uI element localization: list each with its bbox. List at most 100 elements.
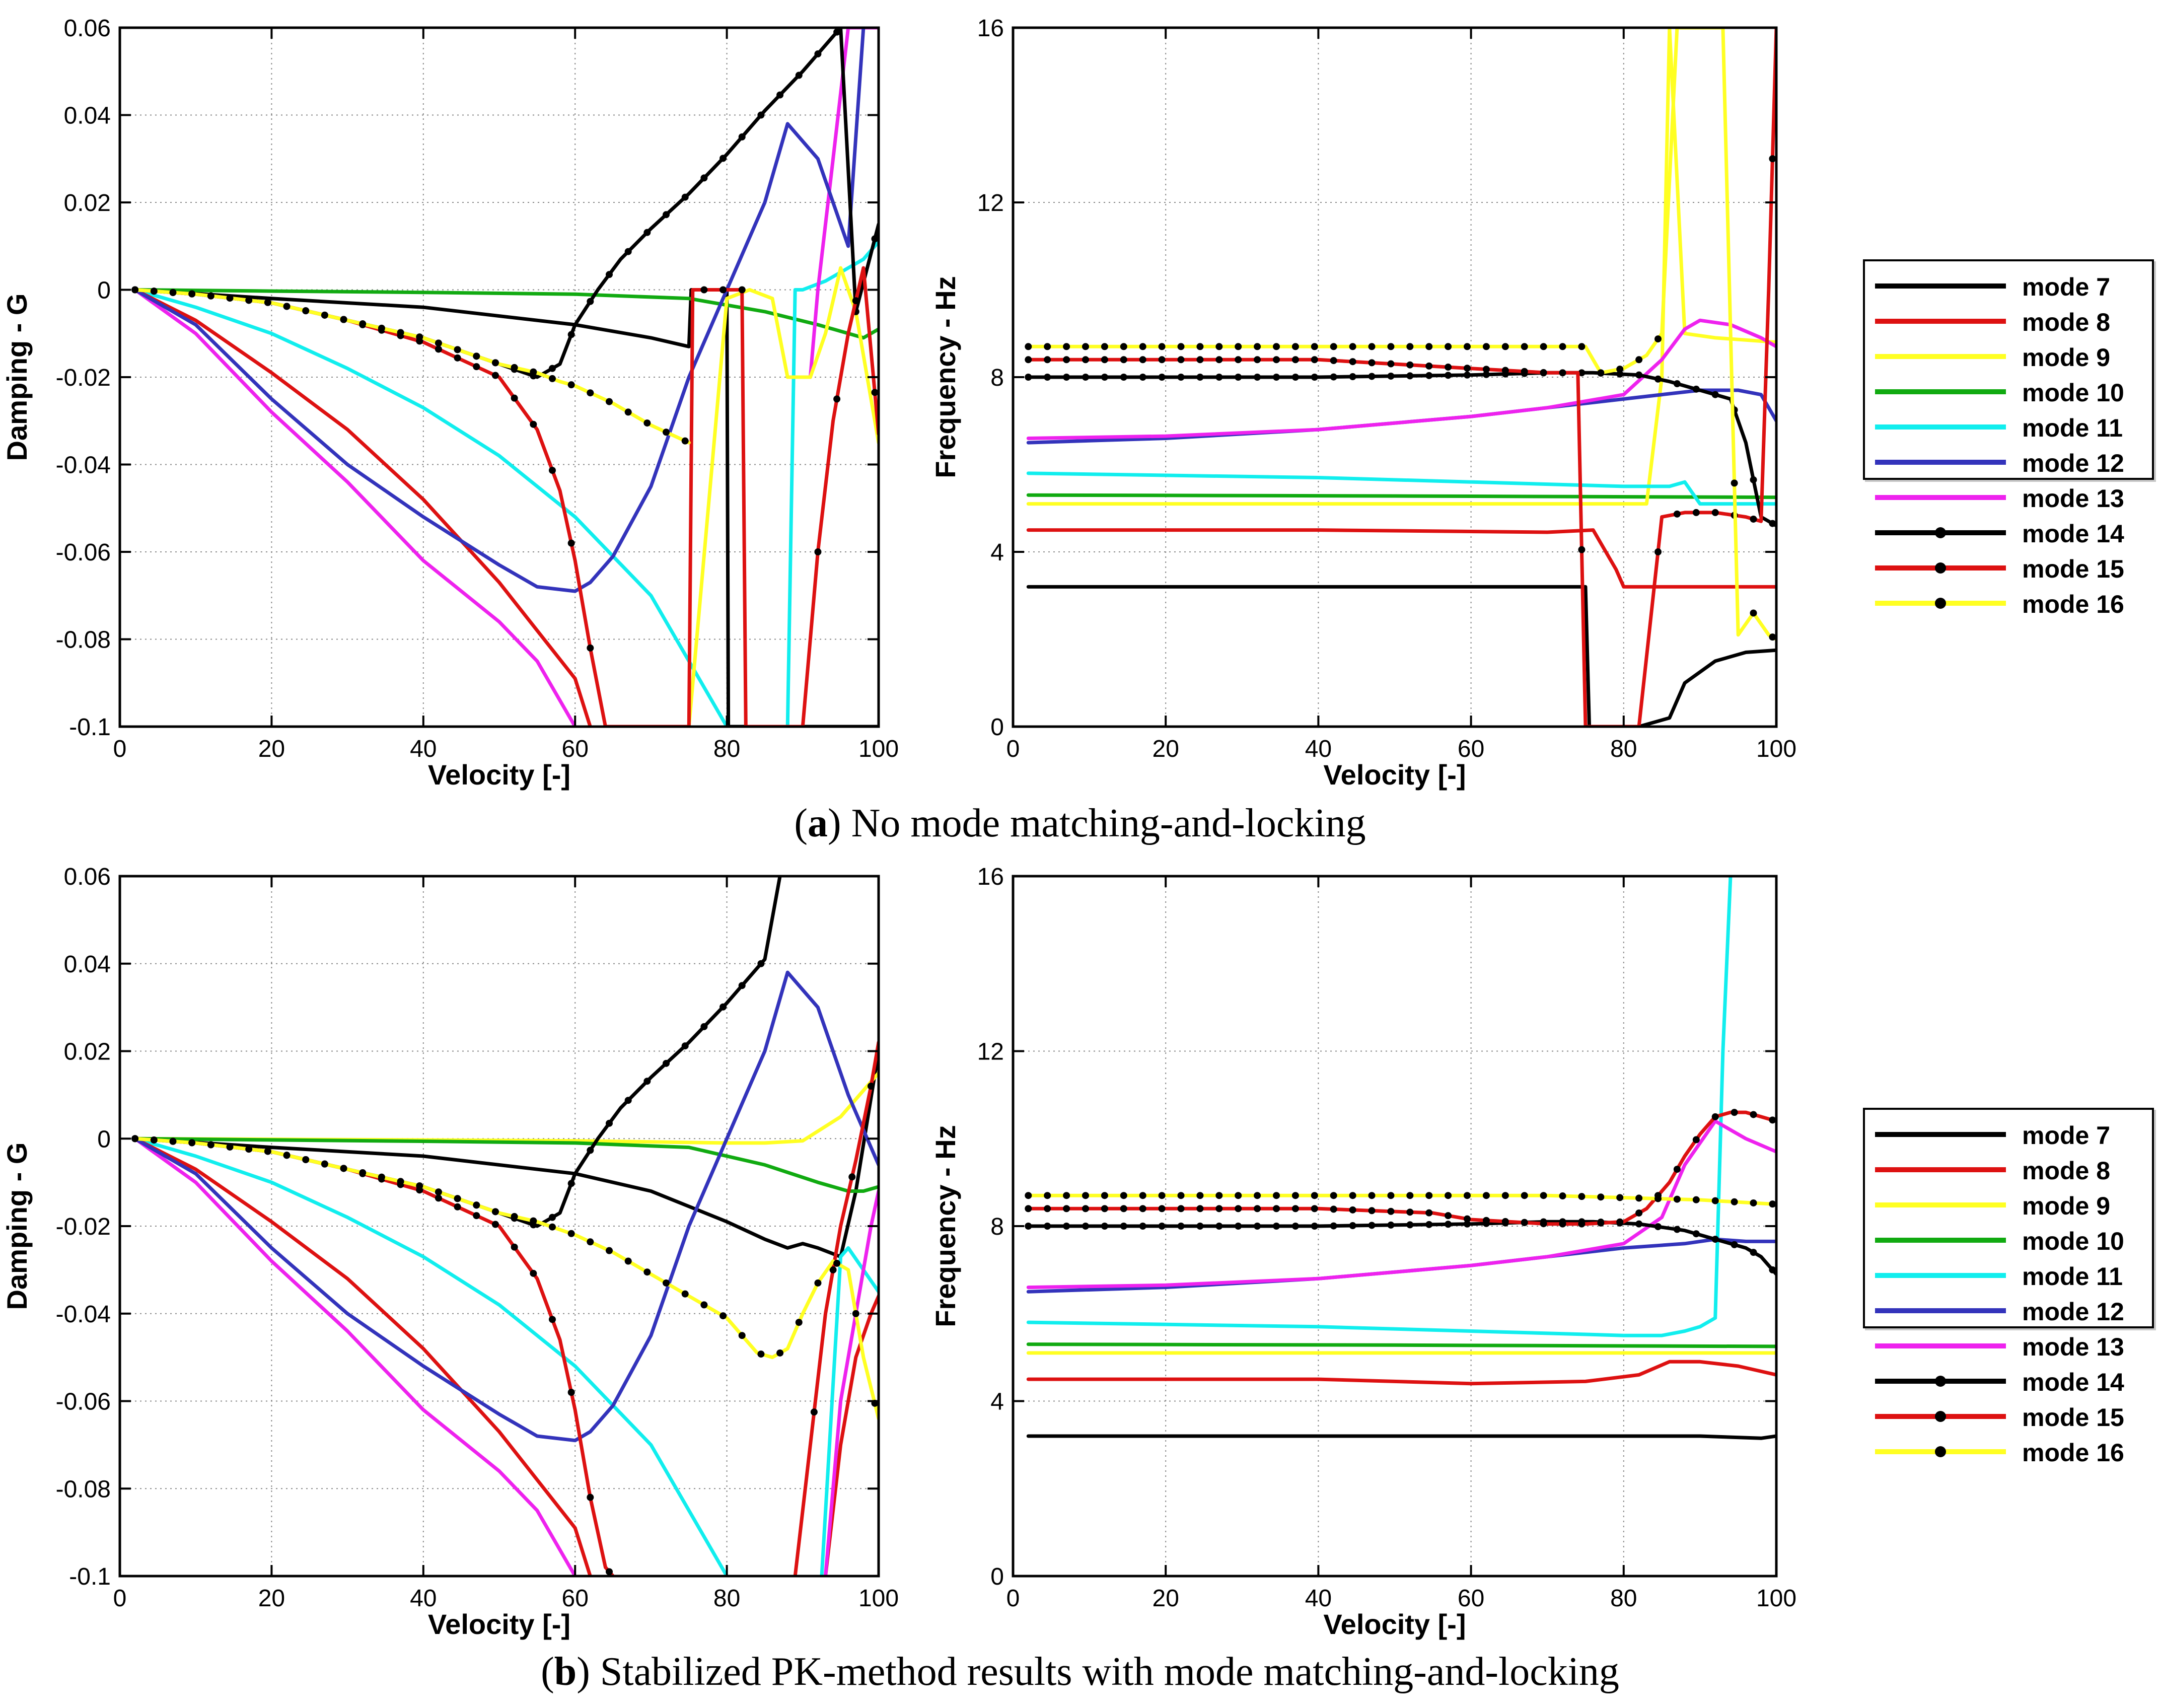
series-marker <box>1139 356 1146 364</box>
series-marker <box>435 1188 442 1196</box>
series-marker <box>1387 372 1395 380</box>
series-marker <box>530 420 537 428</box>
series-marker <box>1139 343 1146 350</box>
series-marker <box>511 1243 518 1251</box>
series-marker <box>814 1279 822 1287</box>
series-marker <box>1692 1136 1700 1144</box>
series-marker <box>1177 1205 1185 1213</box>
series-marker <box>1273 1223 1280 1230</box>
series-marker <box>1673 1166 1681 1173</box>
series-marker <box>1177 356 1185 364</box>
y-tick-label: 0.06 <box>64 864 111 890</box>
series-marker <box>1578 343 1586 350</box>
series-marker <box>1082 356 1090 364</box>
y-tick-label: 12 <box>977 1039 1004 1065</box>
y-tick-label: -0.02 <box>56 365 111 391</box>
series-line-mode-8 <box>133 288 592 727</box>
series-marker <box>454 1203 461 1211</box>
series-marker <box>1330 343 1337 350</box>
series-line-mode-7 <box>133 288 879 727</box>
series-marker <box>1750 476 1757 483</box>
y-axis-title: Frequency - Hz <box>929 1125 961 1327</box>
series-marker <box>1501 343 1509 350</box>
series-marker <box>1120 343 1127 350</box>
series-marker <box>567 1180 575 1187</box>
series-marker <box>1482 343 1490 350</box>
series-marker <box>1750 515 1757 523</box>
series-marker <box>624 1257 632 1265</box>
x-tick-label: 100 <box>858 736 899 762</box>
series-marker <box>1196 1223 1204 1230</box>
series-marker <box>1158 1205 1166 1213</box>
series-marker <box>1464 1215 1471 1223</box>
legend-label: mode 8 <box>2022 308 2111 336</box>
series-marker <box>606 1247 613 1254</box>
series-marker <box>606 1119 613 1127</box>
series-marker <box>1063 1223 1070 1230</box>
series-marker <box>1425 362 1433 370</box>
series-marker <box>1597 369 1605 377</box>
series-marker <box>795 72 803 79</box>
series-line-mode-9 <box>1026 28 1776 506</box>
series-marker <box>1082 1205 1090 1213</box>
series-marker <box>1559 343 1566 350</box>
legend-entry: mode 7 <box>1865 268 2152 304</box>
series-marker <box>587 1238 594 1246</box>
y-tick-label: 16 <box>977 864 1004 890</box>
series-marker <box>606 398 613 405</box>
series-marker <box>1445 1212 1452 1220</box>
legend-label: mode 14 <box>2022 520 2124 548</box>
series-marker <box>264 299 271 306</box>
series-marker <box>829 1266 837 1273</box>
series-marker <box>1464 1192 1471 1199</box>
series-marker <box>1177 374 1185 381</box>
x-tick-label: 80 <box>1610 736 1637 762</box>
x-axis-title: Velocity [-] <box>1323 759 1466 791</box>
series-line-mode-9 <box>133 1071 879 1145</box>
legend-swatch <box>1875 1167 2006 1172</box>
series-marker <box>757 960 765 967</box>
series-marker <box>567 1389 575 1396</box>
y-tick-label: 4 <box>990 539 1004 566</box>
series-marker <box>1387 1192 1395 1199</box>
series-marker <box>663 1059 670 1067</box>
series-marker <box>435 1194 442 1202</box>
series-marker <box>643 419 651 427</box>
series-marker <box>1025 1223 1032 1230</box>
legend-swatch <box>1875 283 2006 289</box>
series-marker <box>1215 374 1223 381</box>
caption-a: (a) No mode matching-and-locking <box>794 801 1366 845</box>
series-marker <box>1654 1223 1662 1231</box>
series-marker <box>1540 1192 1547 1199</box>
series-marker <box>169 289 177 296</box>
series-marker <box>587 1147 594 1154</box>
series-marker <box>814 50 822 58</box>
series-marker <box>1673 1226 1681 1233</box>
legend-swatch <box>1875 1132 2006 1137</box>
x-tick-label: 20 <box>258 736 285 762</box>
series-marker <box>1616 366 1624 373</box>
series-marker <box>548 365 556 372</box>
series-line-mode-11 <box>1026 876 1733 1337</box>
series-line-mode-16 <box>133 288 691 445</box>
series-marker <box>1311 374 1318 381</box>
series-line-mode-11 <box>133 288 729 727</box>
series-marker <box>454 346 461 353</box>
series-marker <box>757 1350 765 1358</box>
caption-b: (b) Stabilized PK-method results with mo… <box>541 1650 1619 1694</box>
series-marker <box>1559 1192 1566 1200</box>
series-marker <box>1101 1223 1108 1230</box>
y-tick-label: -0.04 <box>56 1301 111 1328</box>
y-tick-label: 12 <box>977 190 1004 217</box>
series-marker <box>1235 1192 1242 1199</box>
legend-entry: mode 9 <box>1865 1187 2152 1223</box>
series-marker <box>473 1212 480 1220</box>
legend-entry: mode 14 <box>1865 515 2152 550</box>
x-tick-label: 0 <box>1006 1585 1020 1612</box>
series-marker <box>1559 1220 1566 1228</box>
series-marker <box>1273 356 1280 364</box>
series-marker <box>1635 371 1643 379</box>
legend-entry: mode 12 <box>1865 1293 2152 1328</box>
series-marker <box>1044 1192 1051 1199</box>
